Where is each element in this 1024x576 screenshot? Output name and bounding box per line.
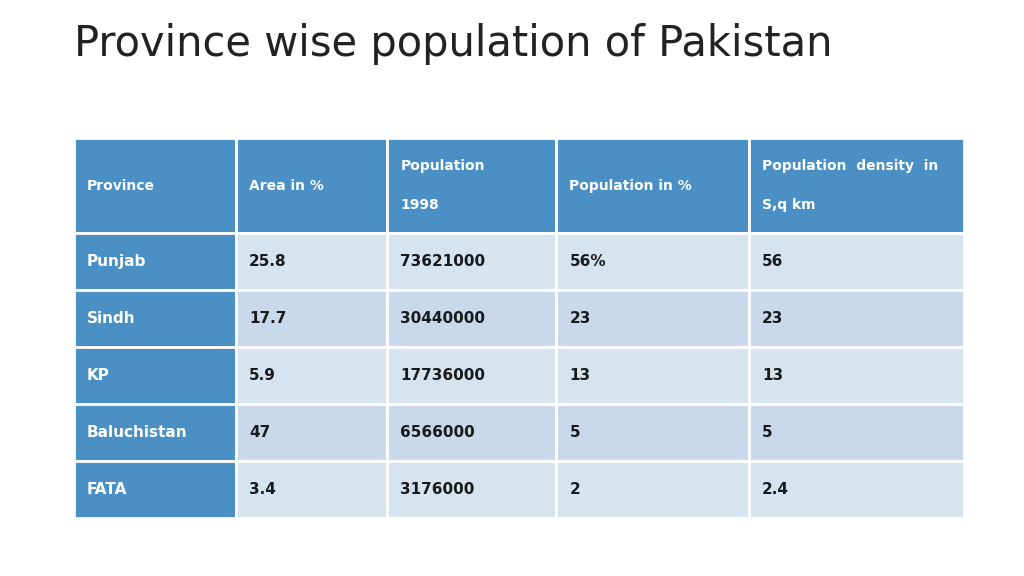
FancyBboxPatch shape: [749, 404, 964, 461]
Text: 47: 47: [249, 425, 270, 441]
FancyBboxPatch shape: [74, 461, 236, 518]
FancyBboxPatch shape: [74, 404, 236, 461]
FancyBboxPatch shape: [749, 138, 964, 233]
Text: 2: 2: [569, 482, 580, 498]
FancyBboxPatch shape: [387, 461, 556, 518]
Text: 3176000: 3176000: [400, 482, 475, 498]
FancyBboxPatch shape: [236, 404, 387, 461]
Text: Baluchistan: Baluchistan: [87, 425, 187, 441]
Text: 2.4: 2.4: [762, 482, 788, 498]
FancyBboxPatch shape: [556, 347, 749, 404]
Text: 17.7: 17.7: [249, 311, 286, 327]
FancyBboxPatch shape: [387, 138, 556, 233]
FancyBboxPatch shape: [749, 233, 964, 290]
Text: 13: 13: [569, 368, 591, 384]
FancyBboxPatch shape: [556, 461, 749, 518]
FancyBboxPatch shape: [387, 404, 556, 461]
Text: FATA: FATA: [87, 482, 127, 498]
Text: 23: 23: [569, 311, 591, 327]
Text: Province wise population of Pakistan: Province wise population of Pakistan: [74, 23, 833, 65]
FancyBboxPatch shape: [556, 290, 749, 347]
Text: 5: 5: [762, 425, 772, 441]
FancyBboxPatch shape: [74, 290, 236, 347]
Text: Punjab: Punjab: [87, 254, 146, 270]
FancyBboxPatch shape: [749, 347, 964, 404]
Text: 56: 56: [762, 254, 783, 270]
FancyBboxPatch shape: [387, 290, 556, 347]
FancyBboxPatch shape: [749, 461, 964, 518]
Text: 23: 23: [762, 311, 783, 327]
FancyBboxPatch shape: [236, 233, 387, 290]
Text: 13: 13: [762, 368, 783, 384]
Text: 6566000: 6566000: [400, 425, 475, 441]
FancyBboxPatch shape: [387, 233, 556, 290]
FancyBboxPatch shape: [236, 290, 387, 347]
FancyBboxPatch shape: [749, 290, 964, 347]
FancyBboxPatch shape: [236, 347, 387, 404]
Text: 30440000: 30440000: [400, 311, 485, 327]
Text: Sindh: Sindh: [87, 311, 135, 327]
Text: KP: KP: [87, 368, 110, 384]
Text: 3.4: 3.4: [249, 482, 275, 498]
Text: 73621000: 73621000: [400, 254, 485, 270]
FancyBboxPatch shape: [236, 461, 387, 518]
FancyBboxPatch shape: [387, 347, 556, 404]
Text: 25.8: 25.8: [249, 254, 287, 270]
FancyBboxPatch shape: [556, 404, 749, 461]
FancyBboxPatch shape: [556, 138, 749, 233]
Text: 5.9: 5.9: [249, 368, 275, 384]
Text: 17736000: 17736000: [400, 368, 485, 384]
Text: Area in %: Area in %: [249, 179, 324, 193]
FancyBboxPatch shape: [74, 138, 236, 233]
Text: 5: 5: [569, 425, 580, 441]
FancyBboxPatch shape: [74, 347, 236, 404]
Text: Population in %: Population in %: [569, 179, 692, 193]
FancyBboxPatch shape: [236, 138, 387, 233]
Text: Province: Province: [87, 179, 155, 193]
Text: 56%: 56%: [569, 254, 606, 270]
FancyBboxPatch shape: [556, 233, 749, 290]
Text: Population

1998: Population 1998: [400, 159, 485, 213]
FancyBboxPatch shape: [74, 233, 236, 290]
Text: Population  density  in

S,q km: Population density in S,q km: [762, 159, 938, 213]
